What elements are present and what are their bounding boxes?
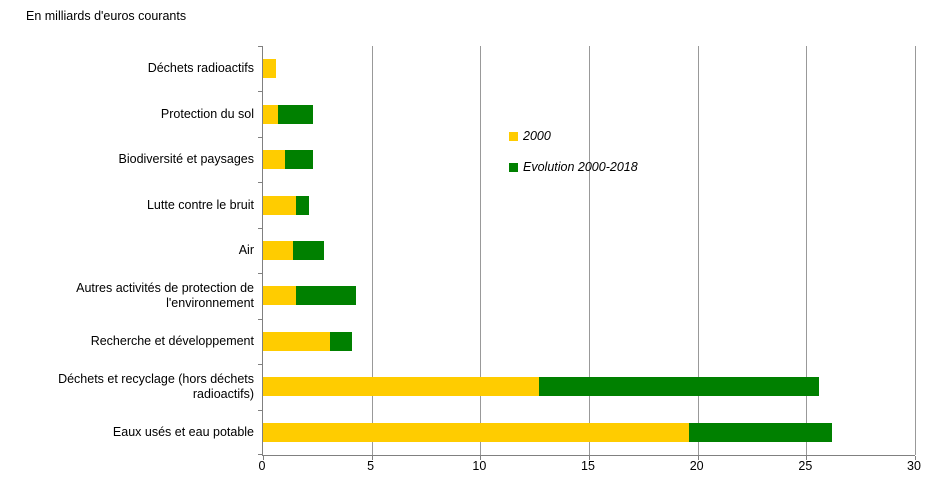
category-label: Déchets et recyclage (hors déchets radio…	[58, 371, 254, 401]
x-axis-tick-label: 30	[907, 459, 921, 473]
bar-segment-2000	[263, 286, 296, 306]
x-axis-tick-label: 5	[367, 459, 375, 473]
bar-segment-evolution	[284, 150, 313, 170]
bar-row	[263, 364, 915, 409]
bar-row	[263, 137, 915, 182]
bar-row	[263, 273, 915, 318]
x-axis-tick	[915, 456, 916, 460]
gridline	[371, 46, 373, 455]
gridline	[697, 46, 699, 455]
category-label: Eaux usés et eau potable	[112, 424, 254, 439]
bar-row	[263, 182, 915, 227]
bar-row	[263, 46, 915, 91]
y-axis-tick	[258, 182, 263, 183]
bar-segment-evolution	[293, 240, 324, 260]
bar-segment-2000	[263, 150, 285, 170]
chart-title: En milliards d'euros courants	[26, 9, 187, 23]
bar-segment-evolution	[278, 104, 313, 124]
legend-item: 2000	[509, 129, 638, 144]
legend-label: 2000	[523, 129, 551, 143]
x-axis-tick-label: 15	[581, 459, 595, 473]
x-axis-tick	[371, 456, 373, 460]
x-axis-tick-label: 20	[689, 459, 704, 473]
y-axis-tick	[258, 364, 263, 365]
y-axis-tick	[258, 46, 263, 47]
bar-row	[263, 228, 915, 273]
x-axis-tick-label: 10	[472, 459, 487, 473]
gridline	[480, 46, 482, 455]
plot-area	[258, 46, 916, 460]
bar-segment-evolution	[295, 195, 309, 215]
bar-segment-2000	[263, 59, 277, 79]
y-axis-tick	[258, 137, 263, 138]
bar-segment-2000	[263, 422, 689, 442]
y-axis-tick	[258, 91, 263, 92]
bar-segment-2000	[263, 195, 296, 215]
x-axis-tick-label: 0	[258, 459, 266, 473]
bar-segment-2000	[263, 377, 539, 397]
bar-row	[263, 319, 915, 364]
category-axis-labels: Déchets radioactifs Protection du sol Biod…	[39, 46, 254, 455]
x-axis-tick	[263, 456, 264, 460]
bar-segment-evolution	[688, 422, 833, 442]
bar-segment-evolution	[295, 286, 357, 306]
y-axis-tick	[258, 273, 263, 274]
legend-swatch-icon	[509, 163, 518, 172]
category-label: Lutte contre le bruit	[146, 197, 254, 212]
x-axis-tick-label: 25	[798, 459, 813, 473]
legend-label: Evolution 2000-2018	[523, 160, 638, 174]
gridline	[915, 46, 916, 455]
gridline	[806, 46, 808, 455]
y-axis-tick	[258, 454, 263, 455]
y-axis-tick	[258, 228, 263, 229]
category-label: Protection du sol	[160, 106, 254, 121]
category-label: Recherche et développement	[90, 333, 254, 348]
y-axis-tick	[258, 319, 263, 320]
x-axis-tick	[806, 456, 808, 460]
y-axis-tick	[258, 410, 263, 411]
legend-swatch-icon	[509, 132, 518, 141]
category-label: Biodiversité et paysages	[118, 152, 255, 167]
category-label: Autres activités de protection de l'envi…	[76, 280, 254, 310]
legend: 2000 Evolution 2000-2018	[509, 129, 638, 175]
category-label: Air	[238, 242, 254, 257]
bar-segment-evolution	[539, 377, 820, 397]
gridline	[589, 46, 590, 455]
bar-row	[263, 91, 915, 136]
bar-segment-2000	[263, 331, 331, 351]
bar-segment-2000	[263, 240, 294, 260]
x-axis-tick	[589, 456, 590, 460]
x-axis-tick	[697, 456, 699, 460]
category-label: Déchets radioactifs	[147, 61, 254, 76]
legend-item: Evolution 2000-2018	[509, 160, 638, 175]
bar-row	[263, 410, 915, 455]
bar-segment-2000	[263, 104, 279, 124]
x-axis-tick	[480, 456, 482, 460]
x-axis-labels: 0 5 10 15 20 25 30	[258, 459, 921, 475]
bar-segment-evolution	[330, 331, 353, 351]
